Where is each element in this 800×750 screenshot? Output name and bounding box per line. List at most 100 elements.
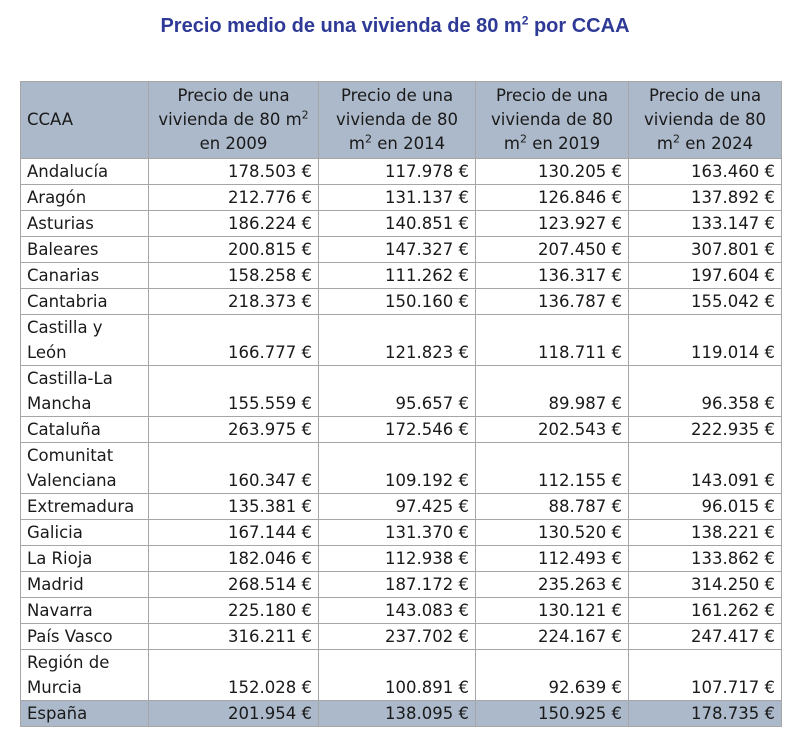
column-header-ccaa: CCAA xyxy=(20,81,149,159)
cell-ccaa: Región de Murcia xyxy=(20,649,149,701)
cell-price-2019: 136.317 € xyxy=(475,262,629,289)
cell-ccaa: Castilla-La Mancha xyxy=(20,365,149,417)
cell-price-2014: 187.172 € xyxy=(318,571,476,598)
cell-ccaa: Cataluña xyxy=(20,416,149,443)
cell-price-2024: 161.262 € xyxy=(628,597,782,624)
table-row: Cantabria 218.373 €150.160 €136.787 €155.… xyxy=(20,288,782,315)
table-row: La Rioja 182.046 €112.938 €112.493 €133.8… xyxy=(20,545,782,572)
cell-price-2019: 118.711 € xyxy=(475,314,629,366)
cell-price-2024: 107.717 € xyxy=(628,649,782,701)
cell-price-2009: 152.028 € xyxy=(148,649,319,701)
cell-ccaa: Extremadura xyxy=(20,493,149,520)
cell-price-2009: 160.347 € xyxy=(148,442,319,494)
table-body: Andalucía 178.503 €117.978 €130.205 €163.… xyxy=(20,158,782,727)
page-title: Precio medio de una vivienda de 80 m2 po… xyxy=(0,13,790,38)
cell-price-2009: 186.224 € xyxy=(148,210,319,237)
cell-ccaa: Madrid xyxy=(20,571,149,598)
price-table: CCAA Precio de una vivienda de 80 m2 en … xyxy=(20,81,782,727)
cell-price-2024: 247.417 € xyxy=(628,623,782,650)
cell-price-2014: 131.370 € xyxy=(318,519,476,546)
cell-ccaa: Comunitat Valenciana xyxy=(20,442,149,494)
cell-price-2014: 97.425 € xyxy=(318,493,476,520)
cell-price-2009: 155.559 € xyxy=(148,365,319,417)
cell-price-2024: 143.091 € xyxy=(628,442,782,494)
cell-price-2019: 136.787 € xyxy=(475,288,629,315)
cell-price-2024: 133.147 € xyxy=(628,210,782,237)
cell-price-2014: 138.095 € xyxy=(318,700,476,727)
cell-price-2024: 222.935 € xyxy=(628,416,782,443)
cell-ccaa: Cantabria xyxy=(20,288,149,315)
table-row: Región de Murcia 152.028 €100.891 €92.639… xyxy=(20,649,782,701)
cell-price-2014: 237.702 € xyxy=(318,623,476,650)
cell-price-2009: 135.381 € xyxy=(148,493,319,520)
table-row: Castilla-La Mancha 155.559 €95.657 €89.98… xyxy=(20,365,782,417)
title-superscript: 2 xyxy=(521,13,529,28)
cell-price-2019: 150.925 € xyxy=(475,700,629,727)
cell-price-2024: 119.014 € xyxy=(628,314,782,366)
cell-price-2024: 138.221 € xyxy=(628,519,782,546)
column-header-2024: Precio de una vivienda de 80 m2 en 2024 xyxy=(628,81,782,159)
cell-price-2014: 112.938 € xyxy=(318,545,476,572)
cell-price-2024: 96.015 € xyxy=(628,493,782,520)
cell-price-2019: 202.543 € xyxy=(475,416,629,443)
cell-ccaa: Asturias xyxy=(20,210,149,237)
cell-price-2024: 197.604 € xyxy=(628,262,782,289)
table-row: Aragón 212.776 €131.137 €126.846 €137.892… xyxy=(20,184,782,211)
table-row: Extremadura 135.381 €97.425 €88.787 €96.0… xyxy=(20,493,782,520)
cell-price-2009: 178.503 € xyxy=(148,158,319,185)
cell-price-2009: 201.954 € xyxy=(148,700,319,727)
cell-price-2024: 155.042 € xyxy=(628,288,782,315)
cell-ccaa: País Vasco xyxy=(20,623,149,650)
cell-price-2019: 224.167 € xyxy=(475,623,629,650)
cell-price-2014: 150.160 € xyxy=(318,288,476,315)
table-row: Castilla y León 166.777 €121.823 €118.711… xyxy=(20,314,782,366)
cell-ccaa: Canarias xyxy=(20,262,149,289)
table-row-total: España 201.954 €138.095 €150.925 €178.735… xyxy=(20,700,782,727)
cell-price-2014: 117.978 € xyxy=(318,158,476,185)
cell-price-2014: 140.851 € xyxy=(318,210,476,237)
cell-price-2019: 130.205 € xyxy=(475,158,629,185)
cell-price-2014: 147.327 € xyxy=(318,236,476,263)
title-text: Precio medio de una vivienda de 80 m xyxy=(160,15,522,37)
cell-price-2014: 172.546 € xyxy=(318,416,476,443)
cell-price-2014: 109.192 € xyxy=(318,442,476,494)
cell-ccaa: Andalucía xyxy=(20,158,149,185)
cell-price-2024: 163.460 € xyxy=(628,158,782,185)
cell-price-2009: 182.046 € xyxy=(148,545,319,572)
cell-price-2024: 314.250 € xyxy=(628,571,782,598)
cell-ccaa: Castilla y León xyxy=(20,314,149,366)
cell-price-2014: 131.137 € xyxy=(318,184,476,211)
cell-price-2014: 111.262 € xyxy=(318,262,476,289)
cell-ccaa: Galicia xyxy=(20,519,149,546)
cell-price-2009: 263.975 € xyxy=(148,416,319,443)
table-row: Comunitat Valenciana 160.347 €109.192 €11… xyxy=(20,442,782,494)
cell-price-2009: 268.514 € xyxy=(148,571,319,598)
cell-price-2009: 316.211 € xyxy=(148,623,319,650)
cell-price-2019: 112.155 € xyxy=(475,442,629,494)
cell-price-2024: 137.892 € xyxy=(628,184,782,211)
title-suffix: por CCAA xyxy=(528,15,630,37)
cell-price-2019: 123.927 € xyxy=(475,210,629,237)
cell-price-2019: 92.639 € xyxy=(475,649,629,701)
cell-price-2019: 112.493 € xyxy=(475,545,629,572)
cell-ccaa: La Rioja xyxy=(20,545,149,572)
table-row: Baleares 200.815 €147.327 €207.450 €307.8… xyxy=(20,236,782,263)
cell-price-2019: 130.121 € xyxy=(475,597,629,624)
table-row: País Vasco 316.211 €237.702 €224.167 €247… xyxy=(20,623,782,650)
table-row: Asturias 186.224 €140.851 €123.927 €133.1… xyxy=(20,210,782,237)
cell-ccaa: Navarra xyxy=(20,597,149,624)
cell-price-2024: 178.735 € xyxy=(628,700,782,727)
cell-price-2019: 126.846 € xyxy=(475,184,629,211)
table-row: Navarra 225.180 €143.083 €130.121 €161.26… xyxy=(20,597,782,624)
table-row: Cataluña 263.975 €172.546 €202.543 €222.9… xyxy=(20,416,782,443)
cell-price-2019: 235.263 € xyxy=(475,571,629,598)
cell-price-2009: 158.258 € xyxy=(148,262,319,289)
cell-price-2014: 121.823 € xyxy=(318,314,476,366)
cell-price-2009: 212.776 € xyxy=(148,184,319,211)
cell-price-2024: 96.358 € xyxy=(628,365,782,417)
cell-price-2024: 133.862 € xyxy=(628,545,782,572)
cell-price-2009: 200.815 € xyxy=(148,236,319,263)
cell-ccaa: España xyxy=(20,700,149,727)
cell-price-2019: 207.450 € xyxy=(475,236,629,263)
cell-price-2014: 100.891 € xyxy=(318,649,476,701)
